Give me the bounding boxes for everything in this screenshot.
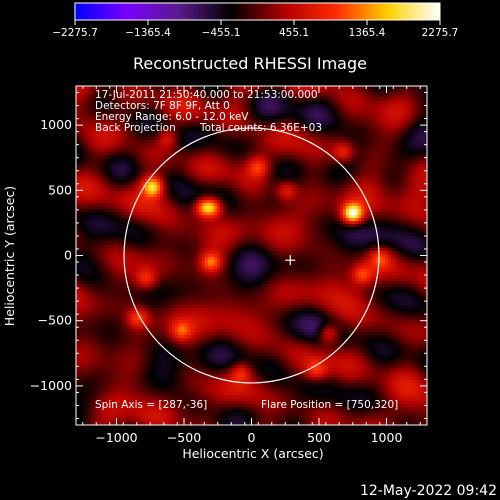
y-tick-label: 1000 (40, 117, 72, 132)
y-tick-label: −500 (38, 313, 72, 328)
y-tick-label: −1000 (30, 378, 72, 393)
x-tick-label: 1000 (371, 430, 403, 445)
annotation-time: 17-Jul-2011 21:50:40.000 to 21:53:00.000 (95, 89, 318, 101)
solar-limb-circle (123, 127, 380, 384)
colorbar-tick-label: 455.1 (279, 27, 309, 39)
annotation-total-counts: Total counts: 6.36E+03 (199, 122, 322, 134)
colorbar-tick-label: −1365.4 (125, 27, 171, 39)
spin-axis-marker (285, 255, 296, 266)
y-axis-label: Heliocentric Y (arcsec) (2, 186, 17, 326)
y-tick-label: 500 (48, 182, 72, 197)
x-axis-label: Heliocentric X (arcsec) (182, 446, 323, 461)
x-tick-label: 500 (307, 430, 331, 445)
annotation-method: Back Projection (95, 122, 176, 134)
heatmap-image (76, 86, 427, 425)
annotation-flare-position: Flare Position = [750,320] (261, 399, 398, 411)
y-tick-label: 0 (64, 248, 72, 263)
x-tick-label: −500 (167, 430, 201, 445)
annotation-energy: Energy Range: 6.0 - 12.0 keV (95, 111, 249, 123)
annotation-detectors: Detectors: 7F 8F 9F, Att 0 (95, 100, 230, 112)
colorbar-tick-label: 2275.7 (422, 27, 459, 39)
colorbar-ticks: −2275.7 −1365.4 −455.1 455.1 1365.4 2275.7 (52, 20, 458, 39)
axis-ticks: −1000 −500 0 500 1000 −1000 −500 0 500 1000 (30, 86, 427, 445)
x-tick-label: −1000 (95, 430, 137, 445)
chart-title: Reconstructed RHESSI Image (133, 54, 367, 73)
colorbar-tick-label: −455.1 (202, 27, 241, 39)
colorbar-tick-label: −2275.7 (52, 27, 98, 39)
x-tick-label: 0 (248, 430, 256, 445)
footer-date: 12-May-2022 09:42 (360, 483, 497, 499)
colorbar-tick-label: 1365.4 (349, 27, 386, 39)
annotation-spin-axis: Spin Axis = [287,-36] (95, 399, 207, 411)
colorbar (74, 2, 441, 21)
